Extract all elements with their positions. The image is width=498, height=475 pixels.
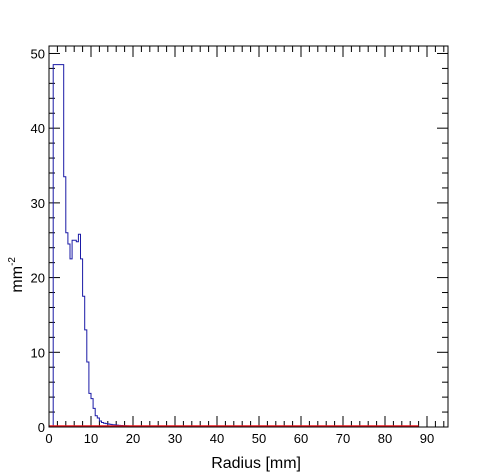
x-tick-label: 20	[126, 431, 140, 446]
y-tick-label: 0	[38, 420, 45, 435]
y-axis-title-base: mm	[9, 266, 26, 293]
x-tick-label: 70	[336, 431, 350, 446]
plot-frame	[48, 45, 449, 428]
y-tick-label: 30	[31, 196, 45, 211]
histogram-step-line	[52, 64, 163, 428]
y-tick-label: 10	[31, 345, 45, 360]
x-tick-label: 80	[378, 431, 392, 446]
x-tick-label: 10	[84, 431, 98, 446]
y-tick-label: 20	[31, 271, 45, 286]
x-tick-labels: 0 10 20 30 40 50 60 70 80 90	[45, 431, 434, 446]
x-tick-label: 30	[168, 431, 182, 446]
y-axis-ticks	[49, 52, 448, 428]
x-tick-label: 0	[45, 431, 52, 446]
y-tick-label: 50	[31, 46, 45, 61]
plot-series	[49, 64, 419, 428]
y-tick-labels: 0 10 20 30 40 50	[31, 46, 45, 435]
x-tick-label: 60	[294, 431, 308, 446]
x-tick-label: 40	[210, 431, 224, 446]
y-axis-title-exponent: -2	[7, 257, 18, 266]
x-tick-label: 90	[420, 431, 434, 446]
y-axis-title: mm-2	[7, 257, 26, 293]
x-tick-label: 50	[252, 431, 266, 446]
x-axis-title: Radius [mm]	[211, 455, 301, 472]
x-axis-ticks	[48, 46, 445, 427]
y-tick-label: 40	[31, 121, 45, 136]
